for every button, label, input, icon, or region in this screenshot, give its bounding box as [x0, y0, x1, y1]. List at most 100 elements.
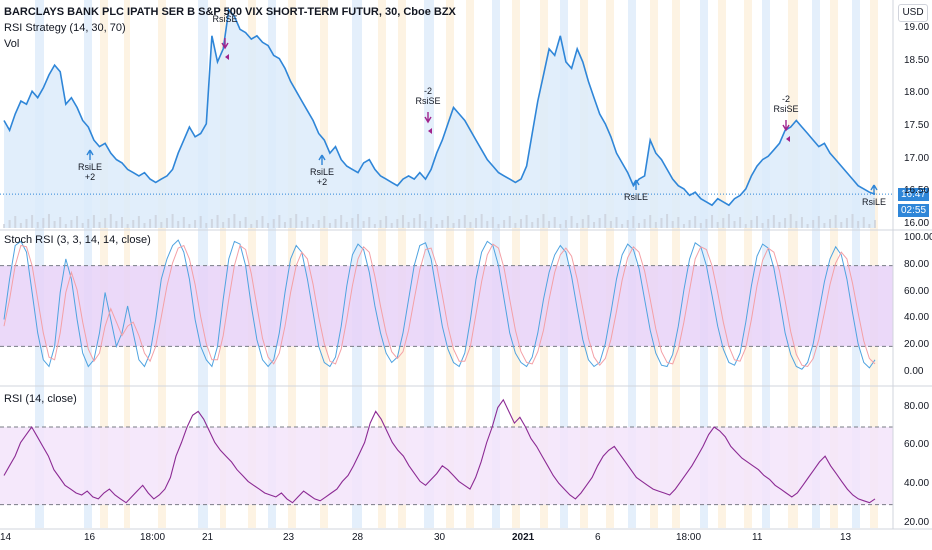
x-tick-label: 23: [283, 532, 295, 543]
x-tick-label: 16: [84, 532, 96, 543]
session-background: [35, 0, 878, 528]
session-stripe: [492, 0, 500, 528]
session-stripe: [84, 0, 92, 528]
session-stripe: [124, 0, 130, 528]
volume-bar: [497, 224, 500, 228]
volume-bar: [778, 222, 781, 228]
x-tick-label: 6: [595, 532, 601, 543]
volume-bar: [604, 214, 607, 228]
volume-bar: [840, 222, 843, 228]
volume-bar: [705, 219, 708, 228]
countdown-badge: 02:55: [898, 204, 930, 217]
short-signal-arrow: [221, 38, 229, 50]
volume-bar: [104, 218, 107, 228]
volume-bar: [564, 220, 567, 228]
volume-bar: [351, 218, 354, 228]
long-signal-label: RsiLE +2: [77, 162, 102, 182]
volume-bar: [14, 216, 17, 228]
x-tick-label: 21: [202, 532, 214, 543]
volume-bar: [278, 215, 281, 228]
volume-bar: [598, 218, 601, 228]
stoch-rsi-label[interactable]: Stoch RSI (3, 3, 14, 14, close): [4, 234, 151, 246]
volume-bar: [334, 219, 337, 228]
volume-bar: [784, 218, 787, 228]
x-tick-label: 18:00: [676, 532, 702, 543]
volume-bar: [491, 217, 494, 228]
session-stripe: [628, 0, 636, 528]
volume-bar: [812, 220, 815, 228]
volume-bar: [643, 219, 646, 228]
volume-bar: [475, 218, 478, 228]
session-stripe: [540, 0, 548, 528]
volume-bar: [19, 223, 22, 228]
currency-button[interactable]: USD: [898, 4, 928, 22]
axes: [0, 0, 932, 530]
volume-bar: [789, 214, 792, 228]
session-stripe: [158, 0, 166, 528]
volume-bar: [767, 219, 770, 228]
stoch-k-line: [3, 239, 876, 370]
volume-bar: [739, 217, 742, 228]
volume-bar: [25, 219, 28, 228]
volume-bar: [31, 215, 34, 228]
session-stripe: [198, 0, 208, 528]
x-tick-label: 30: [434, 532, 446, 543]
stoch-y-tick: 100.00: [904, 231, 932, 243]
volume-bar: [750, 220, 753, 228]
volume-bar: [531, 222, 534, 228]
volume-bar: [711, 215, 714, 228]
volume-bar: [486, 221, 489, 228]
volume-bar: [115, 221, 118, 228]
volume-bar: [755, 216, 758, 228]
long-signal-arrow: [318, 154, 326, 165]
session-stripe: [220, 0, 226, 528]
session-stripe: [718, 0, 726, 528]
long-signal-arrow: [870, 184, 878, 195]
session-stripe: [788, 0, 798, 528]
volume-bar: [244, 217, 247, 228]
volume-bar: [233, 214, 236, 228]
volume-bar: [699, 223, 702, 228]
volume-bar: [345, 222, 348, 228]
session-stripe: [100, 0, 108, 528]
session-stripe: [378, 0, 386, 528]
volume-bar: [548, 221, 551, 228]
volume-bar: [3, 224, 5, 228]
volume-bar: [519, 219, 522, 228]
volume-bar: [137, 216, 140, 228]
strategy-label[interactable]: RSI Strategy (14, 30, 70): [4, 22, 126, 34]
price-pane: [0, 7, 893, 228]
volume-bar: [149, 219, 152, 228]
volume-bar: [862, 217, 865, 228]
volume-bar: [452, 223, 455, 228]
volume-bar: [677, 217, 680, 228]
volume-bar: [76, 216, 79, 228]
rsi-pane: [0, 398, 893, 506]
session-stripe: [672, 0, 680, 528]
stoch-rsi-pane: [0, 239, 893, 370]
volume-bar: [70, 220, 73, 228]
stoch-y-tick: 40.00: [904, 312, 930, 324]
volume-bar: [188, 224, 191, 228]
price-area: [4, 9, 875, 228]
volume-label[interactable]: Vol: [4, 38, 20, 50]
volume-bar: [300, 221, 303, 228]
session-stripe: [700, 0, 708, 528]
volume-bar: [800, 217, 803, 228]
long-signal-label: RsiLE: [623, 192, 648, 202]
volume-bar: [671, 221, 674, 228]
volume-bar: [688, 220, 691, 228]
stoch-y-tick: 60.00: [904, 285, 930, 297]
price-y-tick: 17.50: [904, 120, 930, 132]
volume-bar: [317, 220, 320, 228]
volume-bar: [637, 223, 640, 228]
stoch-y-tick: 0.00: [904, 366, 924, 378]
session-stripe: [268, 0, 276, 528]
session-stripe: [744, 0, 752, 528]
volume-bar: [851, 214, 854, 228]
volume-bar: [744, 224, 747, 228]
volume-bar: [525, 215, 528, 228]
rsi-label[interactable]: RSI (14, close): [4, 393, 77, 405]
volume-bar: [413, 218, 416, 228]
volume-bar: [36, 222, 39, 228]
